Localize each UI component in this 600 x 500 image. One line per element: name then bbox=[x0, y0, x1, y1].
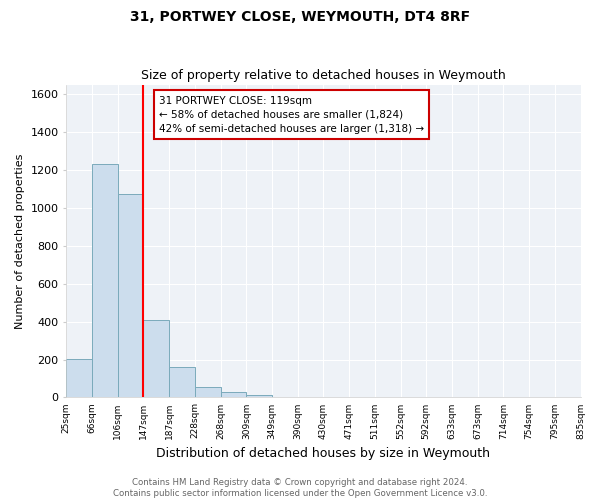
Bar bbox=[92, 164, 118, 398]
Text: 31, PORTWEY CLOSE, WEYMOUTH, DT4 8RF: 31, PORTWEY CLOSE, WEYMOUTH, DT4 8RF bbox=[130, 10, 470, 24]
Title: Size of property relative to detached houses in Weymouth: Size of property relative to detached ho… bbox=[141, 69, 506, 82]
Y-axis label: Number of detached properties: Number of detached properties bbox=[15, 154, 25, 328]
Bar bbox=[67, 358, 92, 398]
X-axis label: Distribution of detached houses by size in Weymouth: Distribution of detached houses by size … bbox=[157, 447, 490, 460]
Text: 31 PORTWEY CLOSE: 119sqm
← 58% of detached houses are smaller (1,824)
42% of sem: 31 PORTWEY CLOSE: 119sqm ← 58% of detach… bbox=[159, 96, 424, 134]
Bar bbox=[195, 387, 221, 398]
Bar bbox=[143, 320, 169, 398]
Bar bbox=[169, 367, 195, 398]
Bar bbox=[118, 194, 143, 398]
Text: Contains HM Land Registry data © Crown copyright and database right 2024.
Contai: Contains HM Land Registry data © Crown c… bbox=[113, 478, 487, 498]
Bar bbox=[246, 394, 272, 398]
Bar bbox=[221, 392, 246, 398]
